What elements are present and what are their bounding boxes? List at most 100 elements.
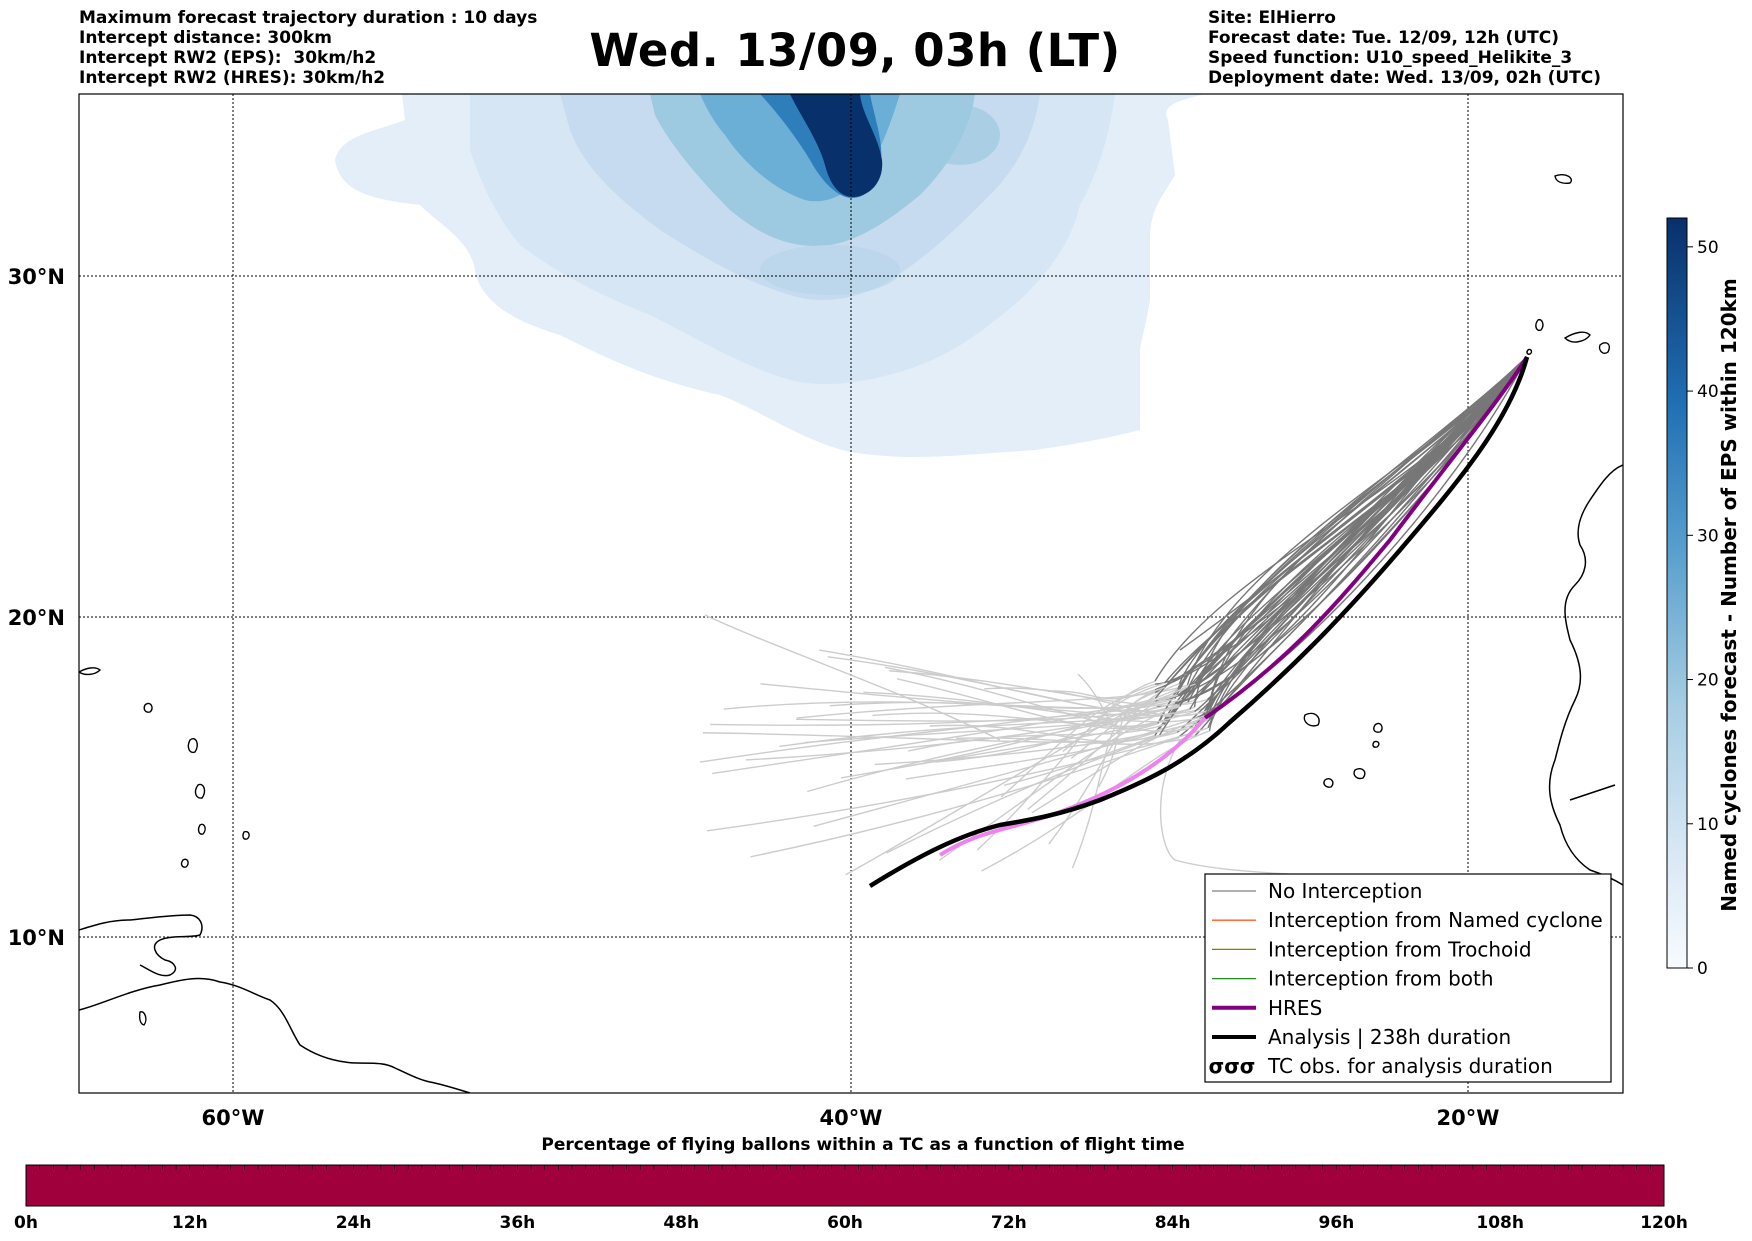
eps-track-early bbox=[1027, 683, 1196, 810]
eps-track-early bbox=[710, 695, 1195, 726]
eps-track-early bbox=[1031, 715, 1208, 814]
hres-track-late bbox=[1203, 355, 1529, 720]
eps-track-early bbox=[796, 702, 1176, 722]
info-line-forecast-date: Forecast date: Tue. 12/09, 12h (UTC) bbox=[1208, 28, 1559, 48]
bar-tick-label: 96h bbox=[1319, 1213, 1355, 1233]
legend-item: HRES bbox=[1212, 996, 1322, 1020]
island-gran-canaria bbox=[1598, 342, 1610, 354]
legend-item: Analysis | 238h duration bbox=[1212, 1025, 1511, 1049]
flight-time-bar-fill bbox=[25, 1164, 1665, 1207]
island-cape-verde-4 bbox=[1323, 778, 1334, 788]
eps-track-late bbox=[1174, 356, 1528, 700]
legend-label: Interception from Named cyclone bbox=[1268, 908, 1603, 932]
density-colorbar: 0 10 20 30 40 50 Named cyclones forecast - Nu… bbox=[1666, 217, 1741, 979]
eps-track-early bbox=[886, 718, 1210, 854]
info-line-site: Site: ElHierro bbox=[1208, 8, 1336, 28]
legend: No Interception Interception from Named c… bbox=[1204, 873, 1612, 1083]
colorbar-tick-label: 50 bbox=[1697, 238, 1719, 258]
colorbar-label: Named cyclones forecast - Number of EPS … bbox=[1717, 278, 1741, 912]
tc-symbol-icon: σσσ bbox=[1209, 1054, 1256, 1078]
eps-track-early bbox=[706, 727, 1209, 832]
analysis-track bbox=[868, 356, 1530, 888]
eps-track-outlier bbox=[1179, 449, 1441, 651]
cyclone-density-field bbox=[335, 94, 1205, 457]
coastlines bbox=[79, 464, 1623, 1093]
info-line-deployment-date: Deployment date: Wed. 13/09, 02h (UTC) bbox=[1208, 68, 1602, 88]
bar-tick-label: 60h bbox=[827, 1213, 863, 1233]
map-frame bbox=[78, 93, 1624, 1094]
coast-trinidad-venezuela bbox=[79, 914, 203, 977]
island-tenerife bbox=[1563, 331, 1591, 343]
eps-track-late bbox=[1207, 356, 1528, 729]
eps-track-early bbox=[796, 684, 1188, 719]
island-cape-verde-5 bbox=[1372, 740, 1380, 748]
page-title: Wed. 13/09, 03h (LT) bbox=[589, 24, 1121, 77]
legend-items: No Interception Interception from Named c… bbox=[1209, 879, 1603, 1078]
island-el-hierro bbox=[1526, 348, 1533, 355]
legend-item: No Interception bbox=[1212, 879, 1422, 903]
legend-label: Interception from Trochoid bbox=[1268, 937, 1532, 961]
eps-track-outlier bbox=[704, 614, 1001, 741]
legend-label: TC obs. for analysis duration bbox=[1267, 1054, 1553, 1078]
info-line-distance: Intercept distance: 300km bbox=[79, 28, 332, 48]
bar-tick-label: 48h bbox=[663, 1213, 699, 1233]
island-barbados bbox=[180, 858, 189, 868]
colorbar-tick-label: 20 bbox=[1697, 671, 1719, 691]
eps-track-early bbox=[813, 717, 1196, 828]
legend-item: Interception from Trochoid bbox=[1212, 937, 1532, 961]
bar-tick-label: 36h bbox=[500, 1213, 536, 1233]
colorbar-tick-label: 40 bbox=[1697, 382, 1719, 402]
island-coast-detail bbox=[138, 1011, 147, 1026]
colorbar-tick-label: 30 bbox=[1697, 526, 1719, 546]
coast-west-africa bbox=[1548, 464, 1623, 886]
header-left-info: Maximum forecast trajectory duration : 1… bbox=[79, 8, 537, 88]
eps-track-late bbox=[1155, 356, 1528, 702]
bar-tick-label: 12h bbox=[172, 1213, 208, 1233]
eps-track-early bbox=[712, 693, 1180, 775]
lat-tick-20n: 20°N bbox=[8, 606, 65, 630]
header-right-info: Site: ElHierro Forecast date: Tue. 12/09… bbox=[1208, 8, 1601, 88]
eps-track-late bbox=[1179, 356, 1528, 707]
flight-time-bar-title: Percentage of flying ballons within a TC… bbox=[541, 1135, 1184, 1155]
info-line-rw2-hres: Intercept RW2 (HRES): 30km/h2 bbox=[79, 68, 386, 88]
eps-track-early bbox=[1048, 689, 1156, 700]
legend-item: Interception from both bbox=[1212, 967, 1494, 991]
island-cape-verde-2 bbox=[1373, 722, 1383, 733]
eps-track-early bbox=[702, 731, 1178, 743]
eps-track-late bbox=[1187, 356, 1528, 703]
island-cape-verde-1 bbox=[1303, 712, 1320, 727]
eps-track-outlier bbox=[1159, 739, 1301, 876]
density-core bbox=[790, 94, 883, 198]
legend-label: Interception from both bbox=[1268, 967, 1494, 991]
eps-track-early bbox=[956, 734, 1196, 746]
eps-track-early bbox=[750, 737, 1178, 858]
info-line-duration: Maximum forecast trajectory duration : 1… bbox=[79, 8, 538, 28]
eps-track-early bbox=[984, 687, 1208, 717]
bar-tick-label: 24h bbox=[336, 1213, 372, 1233]
island-guadeloupe bbox=[187, 738, 198, 754]
bar-tick-label: 72h bbox=[991, 1213, 1027, 1233]
legend-label: HRES bbox=[1268, 996, 1322, 1020]
lat-tick-30n: 30°N bbox=[8, 265, 65, 289]
bar-tick-label: 108h bbox=[1476, 1213, 1524, 1233]
density-band bbox=[760, 245, 900, 295]
eps-track-early bbox=[819, 649, 1181, 713]
legend-item: Interception from Named cyclone bbox=[1212, 908, 1603, 932]
info-line-rw2-eps: Intercept RW2 (EPS): 30km/h2 bbox=[79, 48, 377, 68]
islands bbox=[79, 174, 1610, 1026]
legend-label: Analysis | 238h duration bbox=[1268, 1025, 1511, 1049]
eps-track-early bbox=[745, 699, 1195, 761]
lon-tick-40w: 40°W bbox=[820, 1106, 883, 1130]
island-la-palma bbox=[1535, 318, 1544, 332]
legend-item: σσσ TC obs. for analysis duration bbox=[1209, 1054, 1553, 1078]
coast-south-america bbox=[79, 977, 471, 1093]
island-cape-verde-3 bbox=[1353, 768, 1366, 780]
colorbar-ticks: 0 10 20 30 40 50 bbox=[1687, 238, 1719, 979]
lon-tick-60w: 60°W bbox=[202, 1106, 265, 1130]
info-line-speed-function: Speed function: U10_speed_Helikite_3 bbox=[1208, 48, 1573, 68]
island-small-antilles bbox=[242, 830, 250, 840]
bar-tick-label: 120h bbox=[1640, 1213, 1688, 1233]
island-madeira bbox=[1554, 174, 1572, 184]
main-trajectories bbox=[868, 355, 1530, 888]
